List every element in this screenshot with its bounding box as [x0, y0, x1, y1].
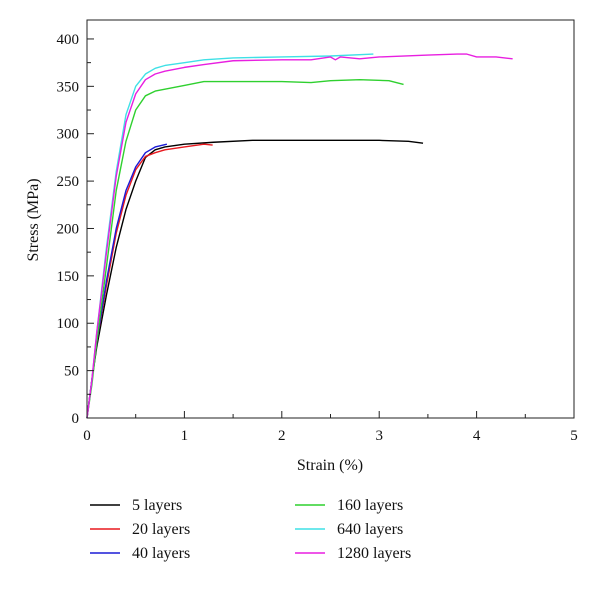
x-tick-label: 5 — [570, 428, 578, 444]
x-tick-label: 1 — [181, 428, 189, 444]
y-tick-label: 300 — [57, 127, 80, 143]
legend: 5 layers 20 layers 40 layers 160 layers 640 … — [90, 497, 411, 562]
x-tick-label: 3 — [375, 428, 383, 444]
x-tick-label: 2 — [278, 428, 286, 444]
y-tick-label: 100 — [57, 316, 80, 332]
legend-entry-160-layers: 160 layers — [295, 497, 403, 514]
y-tick-label: 250 — [57, 174, 80, 190]
legend-label: 40 layers — [132, 545, 190, 562]
y-tick-label: 400 — [57, 32, 80, 48]
legend-label: 20 layers — [132, 521, 190, 538]
legend-label: 1280 layers — [337, 545, 411, 562]
y-tick-label: 150 — [57, 269, 80, 285]
y-tick-label: 0 — [72, 411, 80, 427]
legend-label: 640 layers — [337, 521, 403, 538]
x-axis-title: Strain (%) — [297, 457, 363, 474]
legend-entry-640-layers: 640 layers — [295, 521, 403, 538]
y-tick-label: 200 — [57, 221, 80, 237]
y-tick-label: 50 — [64, 364, 79, 380]
legend-label: 160 layers — [337, 497, 403, 514]
series-line-1280-layers — [86, 53, 513, 419]
series-line-5-layers — [86, 139, 424, 419]
legend-label: 5 layers — [132, 497, 182, 514]
legend-entry-1280-layers: 1280 layers — [295, 545, 411, 562]
y-axis-title: Stress (MPa) — [25, 178, 42, 261]
series-line-160-layers — [86, 79, 404, 419]
x-tick-label: 4 — [473, 428, 481, 444]
x-tick-label: 0 — [83, 428, 91, 444]
plot-frame — [86, 19, 575, 419]
series-line-40-layers — [86, 143, 168, 419]
plot-area — [86, 53, 513, 419]
legend-entry-20-layers: 20 layers — [90, 521, 190, 538]
legend-entry-40-layers: 40 layers — [90, 545, 190, 562]
legend-entry-5-layers: 5 layers — [90, 497, 182, 514]
y-tick-label: 350 — [57, 79, 80, 95]
